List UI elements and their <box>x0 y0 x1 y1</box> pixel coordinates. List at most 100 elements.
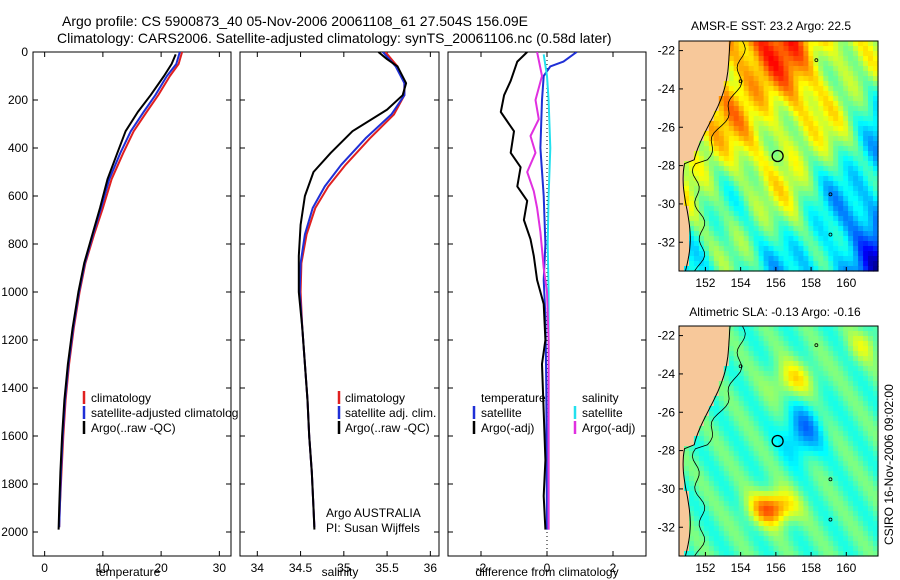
heatmap-cell <box>763 521 770 527</box>
heatmap-cell <box>718 451 725 457</box>
heatmap-cell <box>733 506 740 512</box>
heatmap-cell <box>818 421 824 427</box>
heatmap-cell <box>698 176 705 182</box>
heatmap-cell <box>783 526 790 532</box>
map-x-tick-label: 156 <box>766 561 786 575</box>
heatmap-cell <box>798 491 804 497</box>
heatmap-cell <box>803 86 809 92</box>
heatmap-cell <box>698 116 705 122</box>
heatmap-cell <box>833 526 839 532</box>
heatmap-cell <box>783 406 790 412</box>
heatmap-cell <box>738 541 745 547</box>
heatmap-cell <box>813 491 819 497</box>
heatmap-cell <box>838 81 844 87</box>
heatmap-cell <box>703 201 710 207</box>
heatmap-cell <box>818 481 824 487</box>
heatmap-cell <box>788 411 795 417</box>
heatmap-cell <box>693 511 700 517</box>
heatmap-cell <box>868 461 874 467</box>
heatmap-cell <box>708 546 715 552</box>
heatmap-cell <box>868 406 874 412</box>
heatmap-cell <box>808 541 814 547</box>
heatmap-cell <box>733 426 740 432</box>
heatmap-cell <box>863 551 869 557</box>
heatmap-cell <box>788 426 795 432</box>
heatmap-cell <box>689 256 695 262</box>
heatmap-cell <box>768 431 775 437</box>
heatmap-cell <box>718 491 725 497</box>
heatmap-cell <box>803 536 809 542</box>
heatmap-cell <box>838 246 844 252</box>
heatmap-cell <box>748 366 755 372</box>
heatmap-cell <box>713 496 720 502</box>
heatmap-cell <box>833 91 839 97</box>
heatmap-cell <box>693 151 700 157</box>
heatmap-cell <box>783 141 790 147</box>
heatmap-cell <box>679 446 685 452</box>
heatmap-cell <box>713 506 720 512</box>
heatmap-cell <box>778 331 785 337</box>
heatmap-cell <box>793 96 799 102</box>
heatmap-cell <box>753 136 760 142</box>
heatmap-cell <box>823 86 829 92</box>
heatmap-cell <box>823 531 829 537</box>
heatmap-cell <box>808 111 814 117</box>
heatmap-cell <box>853 361 859 367</box>
heatmap-cell <box>813 196 819 202</box>
heatmap-cell <box>718 446 725 452</box>
heatmap-cell <box>788 476 795 482</box>
heatmap-cell <box>738 71 745 77</box>
heatmap-cell <box>718 401 725 407</box>
heatmap-cell <box>873 201 879 207</box>
heatmap-cell <box>818 416 824 422</box>
heatmap-cell <box>848 551 854 557</box>
heatmap-cell <box>838 181 844 187</box>
heatmap-cell <box>788 451 795 457</box>
heatmap-cell <box>783 331 790 337</box>
heatmap-cell <box>793 396 799 402</box>
heatmap-cell <box>843 396 849 402</box>
heatmap-cell <box>823 361 829 367</box>
heatmap-cell <box>753 356 760 362</box>
heatmap-cell <box>773 466 780 472</box>
heatmap-cell <box>748 131 755 137</box>
heatmap-cell <box>793 56 799 62</box>
heatmap-cell <box>868 401 874 407</box>
heatmap-cell <box>828 356 834 362</box>
heatmap-cell <box>813 181 819 187</box>
heatmap-cell <box>703 461 710 467</box>
heatmap-cell <box>813 456 819 462</box>
heatmap-cell <box>853 166 859 172</box>
heatmap-cell <box>743 86 750 92</box>
heatmap-cell <box>684 356 690 362</box>
heatmap-cell <box>858 441 864 447</box>
heatmap-cell <box>778 496 785 502</box>
heatmap-cell <box>679 106 685 112</box>
heatmap-cell <box>848 76 854 82</box>
heatmap-cell <box>748 221 755 227</box>
heatmap-cell <box>684 231 690 237</box>
heatmap-cell <box>753 81 760 87</box>
heatmap-cell <box>868 191 874 197</box>
heatmap-cell <box>698 246 705 252</box>
heatmap-cell <box>753 371 760 377</box>
heatmap-cell <box>679 536 685 542</box>
heatmap-cell <box>793 186 799 192</box>
heatmap-cell <box>698 106 705 112</box>
heatmap-cell <box>753 251 760 257</box>
heatmap-cell <box>718 391 725 397</box>
heatmap-cell <box>753 331 760 337</box>
heatmap-cell <box>728 476 735 482</box>
heatmap-cell <box>728 436 735 442</box>
heatmap-cell <box>748 346 755 352</box>
heatmap-cell <box>863 201 869 207</box>
heatmap-cell <box>773 546 780 552</box>
heatmap-cell <box>748 486 755 492</box>
heatmap-cell <box>778 266 785 272</box>
heatmap-cell <box>768 471 775 477</box>
heatmap-cell <box>743 151 750 157</box>
heatmap-cell <box>718 81 725 87</box>
heatmap-cell <box>783 266 790 272</box>
heatmap-cell <box>798 191 804 197</box>
heatmap-cell <box>833 211 839 217</box>
